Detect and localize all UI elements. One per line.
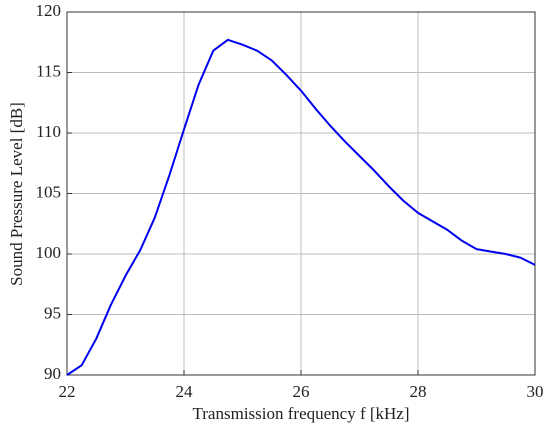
x-tick-label: 22 <box>59 382 76 401</box>
y-tick-label: 100 <box>36 243 62 262</box>
x-tick-label: 28 <box>410 382 427 401</box>
y-tick-label: 95 <box>44 303 61 322</box>
y-tick-label: 115 <box>36 61 61 80</box>
plot-frame <box>66 11 536 376</box>
y-tick-label: 105 <box>36 182 62 201</box>
x-tick-label: 24 <box>176 382 194 401</box>
x-tick-label: 30 <box>527 382 544 401</box>
y-tick-label: 120 <box>36 1 62 20</box>
x-tick-label: 26 <box>293 382 310 401</box>
y-tick-label: 110 <box>36 122 61 141</box>
x-axis-label: Transmission frequency f [kHz] <box>192 404 409 423</box>
data-line <box>66 38 536 376</box>
y-tick-label: 90 <box>44 364 61 383</box>
y-axis-label: Sound Pressure Level [dB] <box>7 102 26 286</box>
